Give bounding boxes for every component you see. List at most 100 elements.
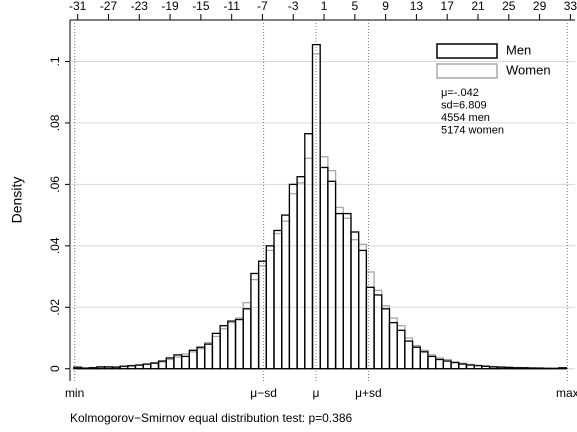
bar <box>465 364 475 370</box>
y-tick-label: .06 <box>48 176 62 193</box>
x-tick-label-bottom: min <box>65 386 84 400</box>
bar <box>111 366 121 370</box>
x-tick-label-bottom: max <box>556 386 577 400</box>
bar <box>327 180 337 370</box>
bar <box>281 214 291 370</box>
x-tick-label-top: -19 <box>161 0 179 13</box>
bar <box>219 328 229 370</box>
bar <box>281 220 291 370</box>
bar <box>396 325 406 370</box>
legend-swatch <box>436 43 498 59</box>
bar <box>404 340 414 370</box>
bar <box>119 365 129 370</box>
bar <box>388 321 398 370</box>
bar <box>211 335 221 370</box>
bar <box>527 367 537 370</box>
bar <box>350 239 360 370</box>
bar <box>88 367 98 370</box>
bar <box>450 361 460 370</box>
bar <box>204 341 214 370</box>
bar <box>473 364 483 370</box>
note: Kolmogorov−Smirnov equal distribution te… <box>70 411 352 425</box>
bar <box>334 206 344 370</box>
legend-label: Men <box>506 42 531 57</box>
bar <box>242 308 252 370</box>
x-tick-label-top: -31 <box>69 0 87 13</box>
bar <box>273 229 283 370</box>
x-tick-label-top: 5 <box>351 0 358 13</box>
bar <box>504 366 514 370</box>
stat-text: sd=6.809 <box>441 99 487 111</box>
x-tick-label-top: 25 <box>502 0 516 13</box>
bar <box>242 302 252 370</box>
bar <box>519 367 529 370</box>
bar <box>227 321 237 370</box>
bar <box>511 367 521 370</box>
bar <box>535 367 545 370</box>
bar <box>419 349 429 370</box>
bar <box>350 231 360 370</box>
bar <box>411 345 421 370</box>
bar <box>234 318 244 370</box>
bar <box>358 249 368 370</box>
x-tick-label-bottom: μ−sd <box>250 386 277 400</box>
bar <box>373 294 383 370</box>
bar <box>219 325 229 370</box>
bar <box>558 367 568 370</box>
x-tick-label-top: -27 <box>100 0 118 13</box>
stat-text: 5174 women <box>441 124 504 136</box>
bar <box>273 232 283 370</box>
bar <box>481 365 491 370</box>
bar <box>342 212 352 370</box>
y-tick-label: .04 <box>48 237 62 254</box>
bar <box>188 349 198 370</box>
bar <box>319 156 329 370</box>
bar <box>188 351 198 370</box>
bar <box>165 358 175 370</box>
x-tick-label-top: 29 <box>533 0 547 13</box>
bar <box>427 355 437 370</box>
bar <box>257 260 267 370</box>
bar <box>196 348 206 370</box>
bar <box>396 329 406 370</box>
y-tick-label: 0 <box>48 365 62 372</box>
bar <box>327 169 337 370</box>
bar <box>204 343 214 370</box>
x-tick-label-top: -23 <box>131 0 149 13</box>
x-tick-label-top: -15 <box>192 0 210 13</box>
bar <box>80 367 90 370</box>
bar <box>442 360 452 370</box>
bar <box>304 133 314 370</box>
bar <box>250 272 260 370</box>
x-tick-label-top: 17 <box>441 0 455 13</box>
bar <box>173 356 183 370</box>
bar <box>419 351 429 370</box>
bar <box>365 286 375 370</box>
x-tick-label-top: 13 <box>410 0 424 13</box>
bar <box>404 337 414 370</box>
bar <box>381 308 391 370</box>
bar <box>411 346 421 370</box>
bar <box>365 271 375 370</box>
legend-swatch <box>436 63 498 79</box>
bar <box>296 182 306 370</box>
bar <box>319 166 329 370</box>
bar <box>134 364 144 370</box>
bar <box>196 346 206 370</box>
bar <box>342 217 352 370</box>
bar <box>373 289 383 370</box>
stat-text: 4554 men <box>441 112 490 124</box>
x-tick-label-top: 33 <box>564 0 577 13</box>
bar <box>288 183 298 370</box>
bar <box>250 278 260 370</box>
bar <box>296 176 306 370</box>
x-tick-label-top: -7 <box>257 0 268 13</box>
bar <box>388 317 398 370</box>
bar <box>458 363 468 370</box>
x-tick-label-bottom: μ+sd <box>355 386 382 400</box>
y-tick-label: .08 <box>48 114 62 131</box>
bar <box>211 332 221 370</box>
bar <box>157 361 167 370</box>
